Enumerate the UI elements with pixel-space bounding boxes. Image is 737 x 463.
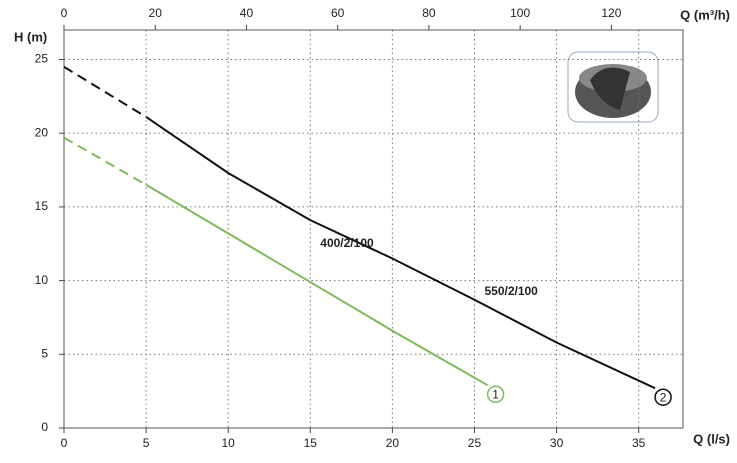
series-label: 400/2/100	[320, 236, 374, 250]
x2-tick-label: 0	[61, 6, 68, 20]
y-tick-label: 10	[35, 273, 49, 287]
x-tick-label: 35	[632, 436, 646, 450]
x-axis-title: Q (l/s)	[693, 431, 730, 446]
x-tick-label: 5	[143, 436, 150, 450]
x2-tick-label: 100	[510, 6, 530, 20]
x2-tick-label: 60	[331, 6, 345, 20]
y-tick-label: 25	[35, 52, 49, 66]
pump-image	[567, 51, 659, 123]
line	[145, 116, 656, 390]
x2-tick-label: 40	[240, 6, 254, 20]
line	[145, 183, 489, 387]
x-tick-label: 10	[222, 436, 236, 450]
line-dashed	[63, 136, 147, 186]
x2-tick-label: 80	[422, 6, 436, 20]
x-tick-label: 25	[468, 436, 482, 450]
line-dashed	[63, 65, 147, 118]
x-tick-label: 30	[550, 436, 564, 450]
x2-tick-label: 120	[601, 6, 621, 20]
x-tick-label: 20	[386, 436, 400, 450]
x2-axis-title: Q (m³/h)	[680, 7, 730, 22]
x2-tick-label: 20	[149, 6, 163, 20]
x-tick-label: 15	[304, 436, 318, 450]
y-tick-label: 15	[35, 199, 49, 213]
end-marker	[654, 388, 672, 406]
y-tick-label: 20	[35, 125, 49, 139]
x-tick-label: 0	[61, 436, 68, 450]
end-label: 2	[660, 390, 667, 404]
y-axis-title: H (m)	[14, 29, 47, 44]
y-tick-label: 0	[41, 420, 48, 434]
y-tick-label: 5	[41, 346, 48, 360]
end-label: 1	[492, 387, 499, 401]
series-label: 550/2/100	[484, 284, 538, 298]
plot-frame	[63, 29, 684, 429]
end-marker	[486, 385, 505, 404]
